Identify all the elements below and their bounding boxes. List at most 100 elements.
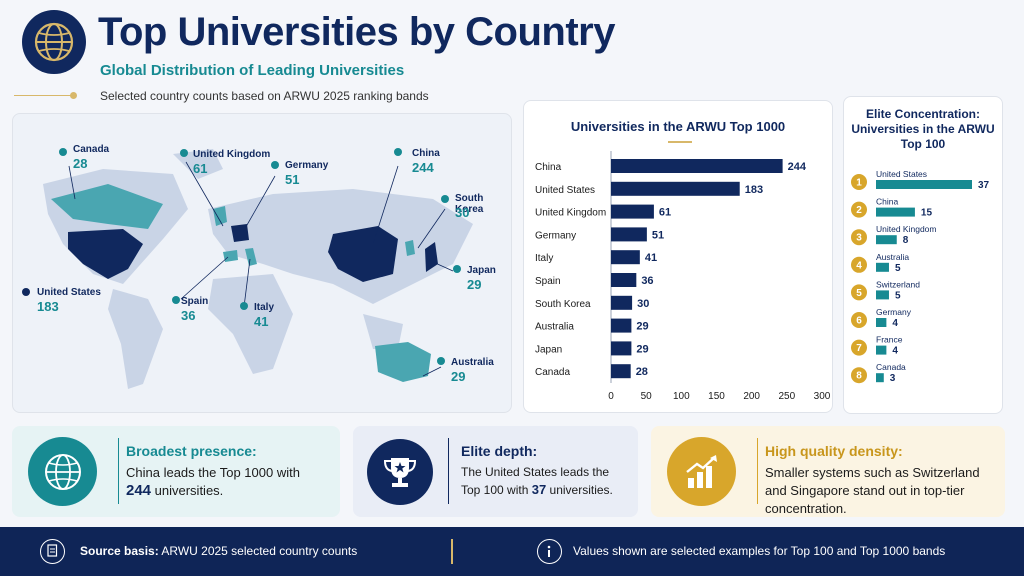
bar xyxy=(876,345,887,355)
map-value-spain: 36 xyxy=(181,308,196,323)
divider-dot xyxy=(70,92,77,99)
chart-title-top100: Elite Concentration: Universities in the… xyxy=(851,107,995,151)
country-label: France xyxy=(876,335,903,345)
data-label: 3 xyxy=(890,373,896,384)
map-label-uk: United Kingdom xyxy=(193,149,271,160)
rank-number: 5 xyxy=(856,288,862,299)
data-label: 29 xyxy=(636,343,648,355)
map-value-china: 244 xyxy=(412,160,434,175)
page-title: Top Universities by Country xyxy=(98,10,615,54)
data-label: 5 xyxy=(895,263,901,274)
card-heading: Elite depth: xyxy=(461,443,538,459)
data-label: 5 xyxy=(895,290,901,301)
data-label: 41 xyxy=(645,252,657,264)
bar xyxy=(876,207,915,217)
x-tick-label: 0 xyxy=(608,391,614,402)
rank-badge xyxy=(851,284,867,301)
bar xyxy=(876,262,889,272)
map-label-united-states: United States xyxy=(37,287,101,298)
growth-chart-icon xyxy=(667,437,736,506)
card-body: Smaller systems such as Switzerland and … xyxy=(765,465,980,516)
data-label: 51 xyxy=(652,229,664,241)
bar xyxy=(876,290,889,300)
category-label: United Kingdom xyxy=(535,208,606,219)
rank-number: 7 xyxy=(856,343,862,354)
chart-title-underline xyxy=(668,141,692,143)
data-label: 37 xyxy=(978,180,990,191)
bar xyxy=(611,295,633,310)
data-label: 36 xyxy=(641,275,653,287)
data-label: 61 xyxy=(659,207,671,219)
bar xyxy=(611,341,632,356)
map-value-south-korea: 30 xyxy=(455,205,470,220)
globe-icon xyxy=(22,10,86,74)
rank-badge xyxy=(851,256,867,273)
map-label-italy: Italy xyxy=(254,302,275,313)
data-label: 15 xyxy=(921,208,933,219)
map-value-japan: 29 xyxy=(467,277,482,292)
category-label: Canada xyxy=(535,367,570,378)
rank-number: 6 xyxy=(856,316,862,327)
bar xyxy=(876,180,972,189)
map-label-australia: Australia xyxy=(451,357,494,368)
country-label: United Kingdom xyxy=(876,224,936,234)
bar xyxy=(611,227,647,242)
rank-badge xyxy=(851,312,867,328)
divider xyxy=(14,95,74,96)
map-label-germany: Germany xyxy=(285,160,329,171)
data-label: 30 xyxy=(637,298,649,310)
chart-title-top1000: Universities in the ARWU Top 1000 xyxy=(570,119,786,134)
map-value-canada: 28 xyxy=(73,156,88,171)
data-label: 29 xyxy=(636,321,648,333)
x-tick-label: 300 xyxy=(814,391,831,402)
rank-number: 1 xyxy=(856,178,862,189)
footer-source: Source basis: ARWU 2025 selected country… xyxy=(80,544,358,558)
map-label-canada: Canada xyxy=(73,144,110,155)
bar xyxy=(876,235,897,245)
data-label: 28 xyxy=(636,366,648,378)
insight-card-density: High quality density: Smaller systems su… xyxy=(651,426,1005,517)
bar xyxy=(611,181,740,196)
data-label: 8 xyxy=(903,235,909,246)
x-tick-label: 100 xyxy=(673,391,690,402)
bar xyxy=(876,373,884,383)
bar xyxy=(611,273,637,287)
x-tick-label: 250 xyxy=(778,391,795,402)
category-label: Germany xyxy=(535,230,576,241)
rank-number: 3 xyxy=(856,233,862,244)
map-value-germany: 51 xyxy=(285,172,300,187)
country-label: United States xyxy=(876,169,927,179)
category-label: Australia xyxy=(535,322,574,333)
category-label: Japan xyxy=(535,344,562,355)
bar xyxy=(611,204,654,219)
world-map-panel: Canada 28 United Kingdom 61 Germany 51 C… xyxy=(12,113,512,413)
country-label: Australia xyxy=(876,252,909,262)
category-label: United States xyxy=(535,185,595,196)
page-subtitle: Global Distribution of Leading Universit… xyxy=(100,62,405,79)
x-tick-label: 50 xyxy=(641,391,653,402)
globe-icon xyxy=(28,437,97,506)
insight-card-broadest: Broadest presence: China leads the Top 1… xyxy=(12,426,340,517)
rank-badge xyxy=(851,339,867,356)
category-label: China xyxy=(535,162,562,173)
source-note: Selected country counts based on ARWU 20… xyxy=(100,89,429,103)
card-heading: High quality density: xyxy=(765,443,903,459)
bar xyxy=(611,364,631,379)
insight-card-elite: Elite depth: The United States leads the… xyxy=(353,426,638,517)
rank-badge xyxy=(851,229,867,246)
rank-number: 4 xyxy=(856,260,862,271)
country-label: Switzerland xyxy=(876,279,920,289)
top100-chart-panel: Elite Concentration: Universities in the… xyxy=(843,96,1003,414)
document-icon xyxy=(40,539,65,564)
country-label: Canada xyxy=(876,362,906,372)
x-tick-label: 200 xyxy=(743,391,760,402)
map-label-south-korea: South Korea xyxy=(455,193,484,215)
bar xyxy=(611,159,783,173)
category-label: South Korea xyxy=(535,299,591,310)
country-label: China xyxy=(876,197,898,207)
card-body: The United States leads the Top 100 with… xyxy=(461,465,613,497)
info-icon xyxy=(537,539,562,564)
top1000-chart-panel: Universities in the ARWU Top 1000 China 2… xyxy=(523,100,833,413)
map-value-italy: 41 xyxy=(254,314,269,329)
